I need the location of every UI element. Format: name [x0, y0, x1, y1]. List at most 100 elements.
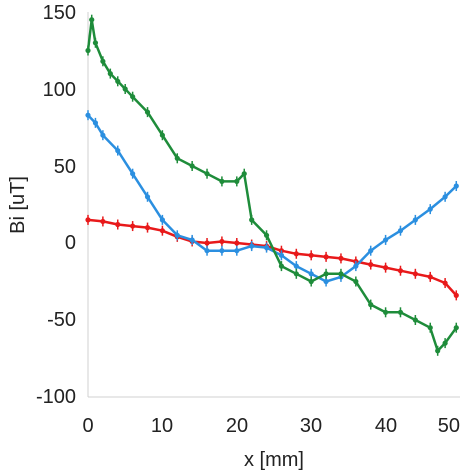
data-point [368, 299, 374, 310]
data-point [308, 250, 314, 261]
data-point [130, 91, 136, 102]
x-tick-label: 50 [438, 415, 460, 437]
data-point [100, 216, 106, 227]
data-point [174, 153, 180, 164]
point-marker [100, 218, 106, 225]
data-point [323, 251, 329, 262]
data-point [278, 261, 285, 272]
data-point [144, 222, 151, 233]
data-point [368, 245, 374, 256]
point-marker [219, 238, 225, 245]
data-point [174, 230, 180, 241]
point-marker [85, 47, 91, 54]
point-marker [427, 274, 433, 280]
point-marker [204, 171, 210, 177]
data-point [412, 268, 418, 279]
y-tick-label: 150 [43, 2, 76, 24]
data-point [338, 268, 344, 279]
point-marker [115, 78, 121, 84]
point-marker [293, 271, 299, 277]
data-point [442, 278, 448, 289]
data-point [115, 219, 121, 230]
point-marker [204, 248, 210, 254]
data-point [204, 245, 210, 256]
data-point [435, 345, 441, 356]
data-point [92, 117, 99, 128]
y-tick-label: -100 [36, 386, 76, 408]
point-marker [308, 278, 314, 285]
y-tick-label: 50 [54, 156, 76, 178]
data-point [353, 261, 359, 272]
data-point [100, 56, 106, 67]
point-marker [159, 132, 165, 138]
point-marker [122, 86, 128, 92]
data-point [263, 230, 270, 241]
data-point [249, 214, 255, 225]
point-marker [189, 163, 195, 169]
data-point [159, 214, 165, 225]
data-point [219, 236, 225, 247]
data-point [115, 76, 121, 87]
data-point [323, 268, 329, 279]
point-marker [308, 271, 314, 277]
point-marker [115, 221, 121, 228]
data-point [383, 262, 389, 273]
point-marker [383, 237, 389, 243]
point-marker [249, 217, 255, 223]
point-marker [412, 317, 418, 323]
point-marker [263, 232, 270, 238]
point-marker [85, 112, 91, 118]
data-point [353, 276, 359, 287]
point-marker [397, 309, 404, 315]
data-point [85, 45, 91, 56]
point-marker [427, 206, 433, 212]
data-point [159, 130, 165, 141]
point-marker [323, 271, 329, 277]
point-marker [353, 278, 359, 285]
point-marker [115, 148, 121, 154]
point-marker [453, 292, 459, 298]
point-marker [383, 265, 389, 271]
point-marker [100, 58, 106, 64]
point-marker [323, 278, 329, 285]
point-marker [144, 109, 151, 115]
point-marker [323, 254, 329, 260]
point-marker [89, 17, 95, 23]
data-point [144, 107, 151, 118]
data-point [453, 290, 459, 301]
series-line [87, 114, 458, 283]
data-point [241, 168, 247, 179]
point-marker [397, 268, 404, 274]
data-point [144, 191, 151, 202]
data-point [189, 234, 195, 245]
data-point [122, 84, 128, 94]
point-marker [442, 194, 448, 200]
point-marker [397, 228, 404, 234]
x-tick-labels: 0 10 20 30 40 50 [82, 415, 460, 437]
data-point [159, 225, 165, 236]
data-point [397, 307, 404, 318]
data-point [383, 234, 389, 245]
point-marker [442, 340, 448, 346]
x-tick-label: 40 [375, 415, 397, 437]
point-marker [234, 248, 240, 254]
data-point [453, 181, 459, 192]
data-point [85, 214, 91, 225]
data-point [412, 315, 418, 325]
point-marker [204, 240, 210, 246]
data-point [107, 68, 113, 79]
point-marker [453, 325, 459, 331]
point-marker [353, 263, 359, 269]
point-marker [368, 302, 374, 308]
data-point [453, 322, 459, 333]
y-tick-labels: 150 100 50 0 -50 -100 [36, 2, 76, 408]
point-marker [174, 155, 180, 161]
data-point [397, 225, 404, 236]
data-point [100, 130, 106, 141]
data-point [130, 221, 136, 232]
data-point [427, 322, 433, 333]
data-point [442, 191, 448, 202]
x-tick-label: 10 [151, 415, 173, 437]
point-marker [338, 255, 344, 261]
point-marker [219, 248, 225, 254]
